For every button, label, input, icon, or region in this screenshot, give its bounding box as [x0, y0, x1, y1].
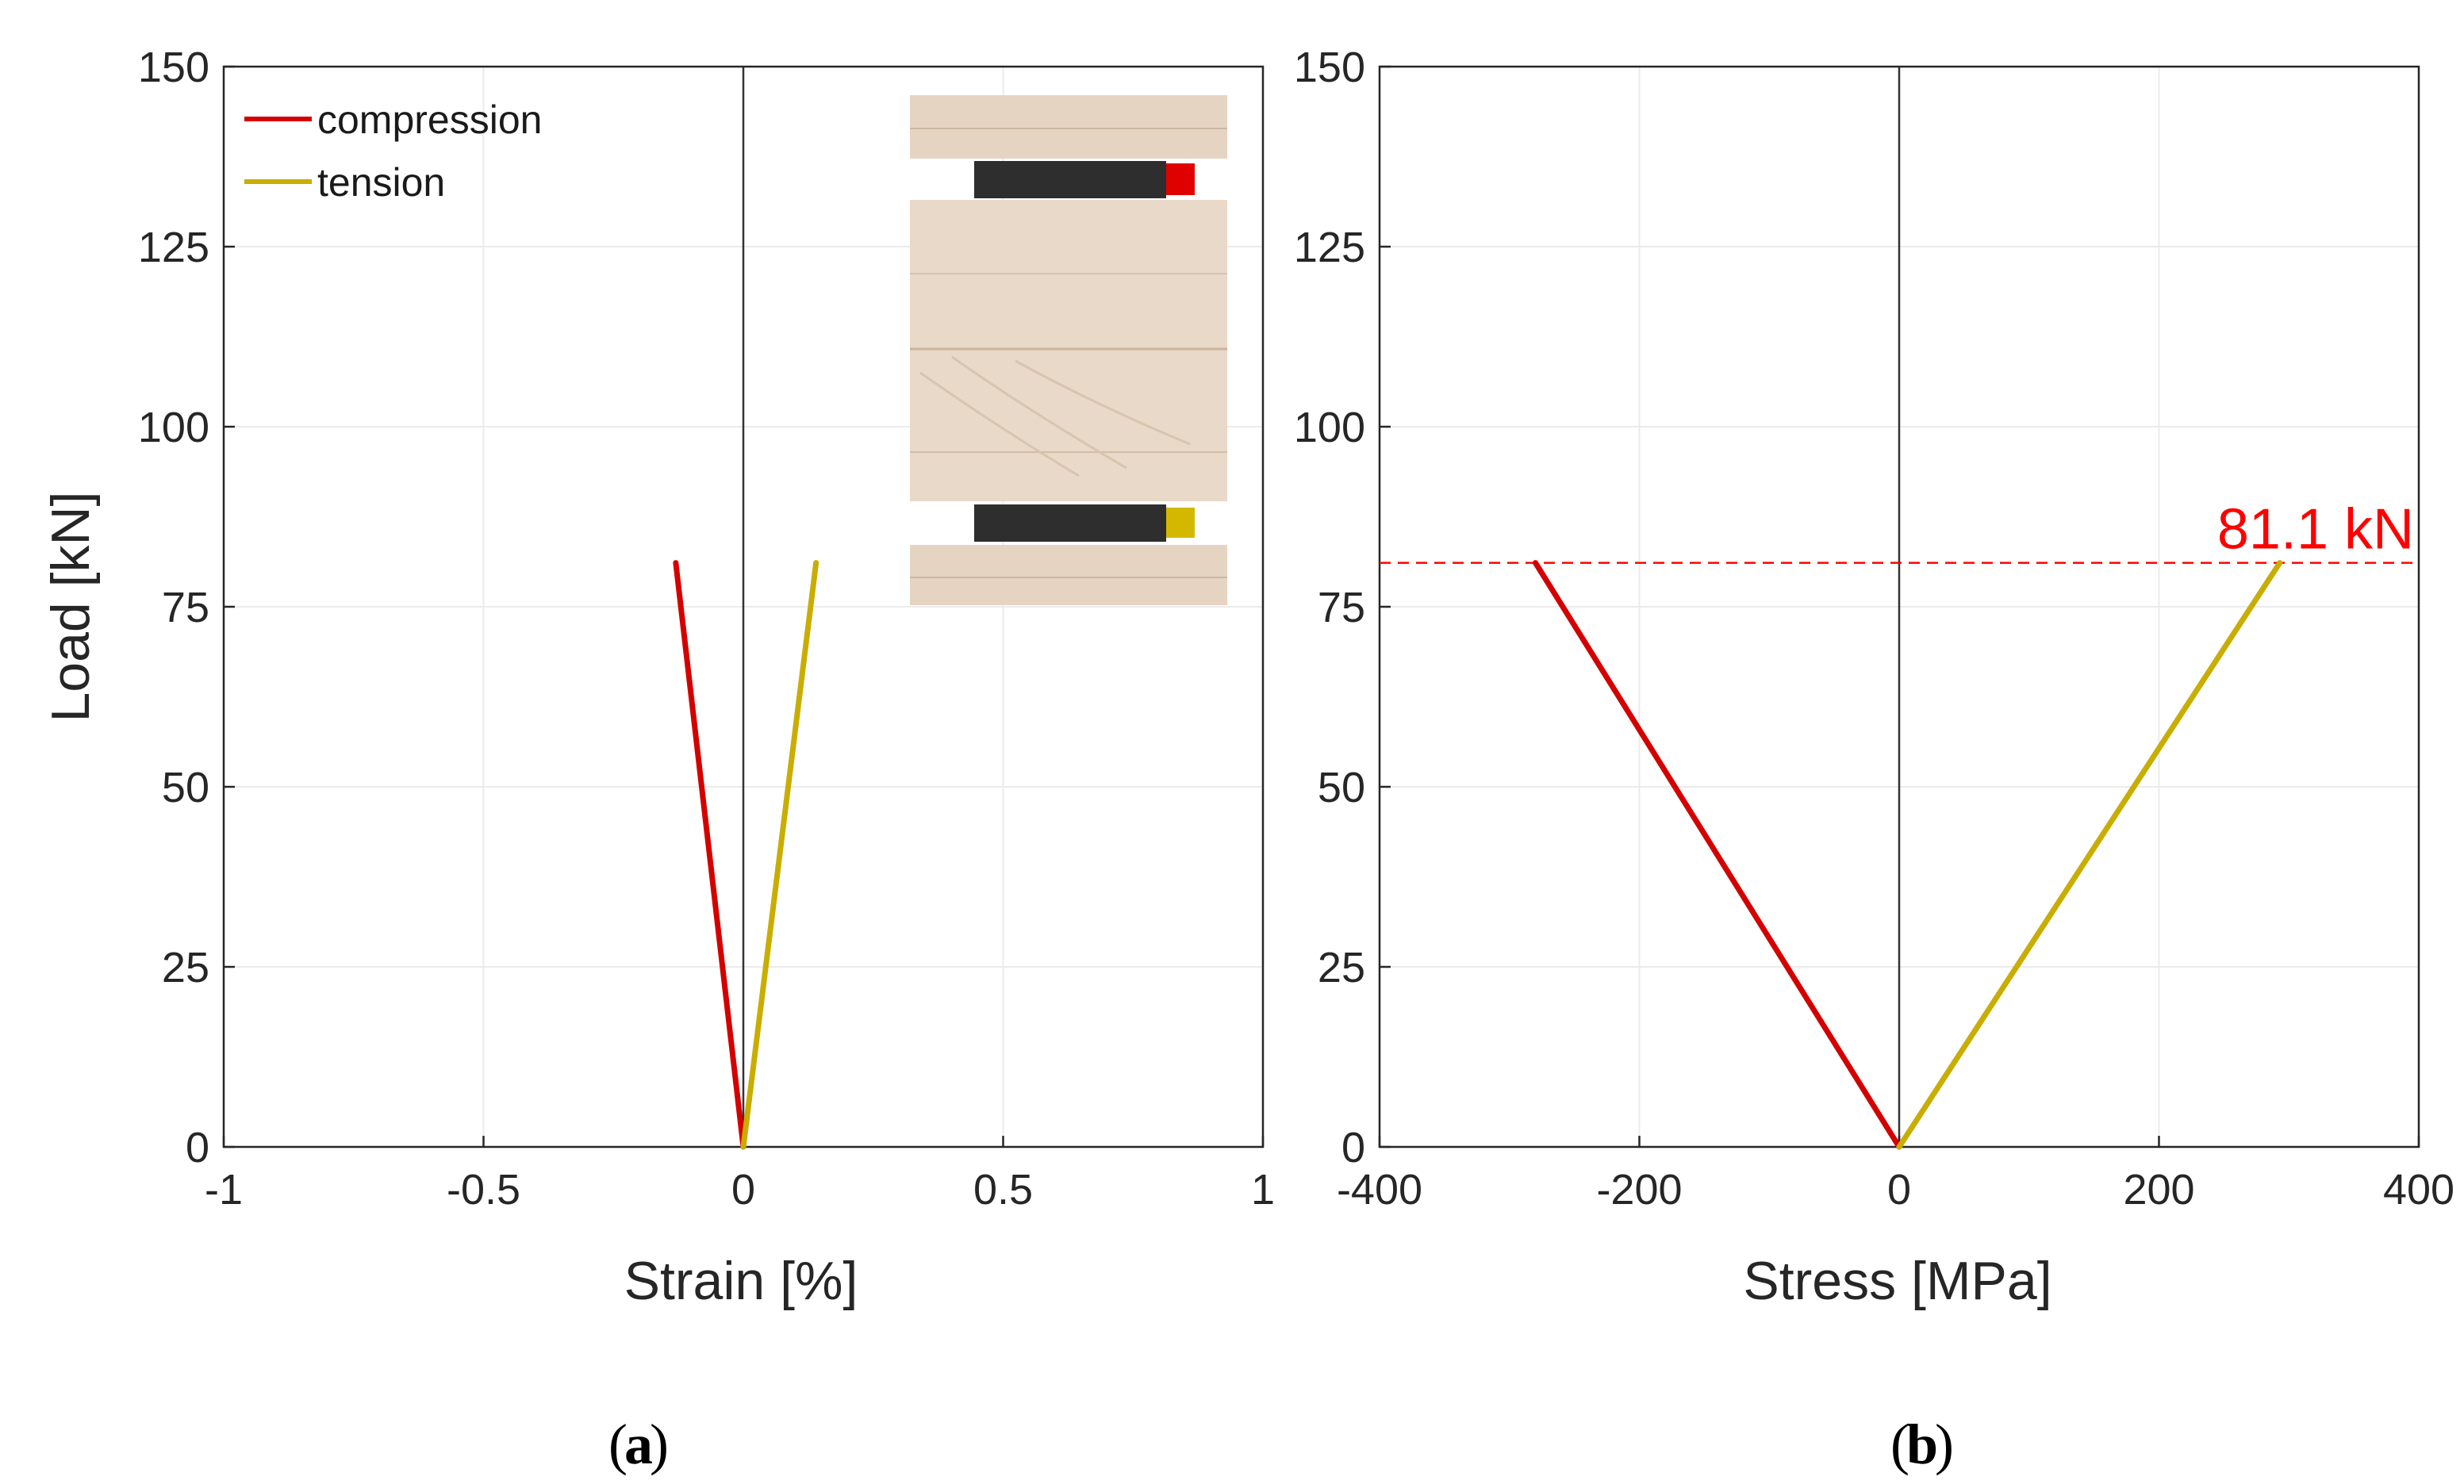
panel-a-chart: -1 -0.5 0 0.5 1 0 25 50 75 100 125 150 compression… [40, 44, 1275, 1311]
series-tension [740, 560, 819, 1150]
inset-adhesive-top [974, 161, 1166, 198]
max-load-label: 81.1 kN [2217, 498, 2414, 562]
y-tick-label: 125 [138, 224, 209, 271]
panel-a-y-axis-label: Load [kN] [40, 491, 101, 722]
y-tick-label: 150 [138, 44, 209, 91]
panel-a-caption-close: ) [650, 1413, 669, 1476]
panel-a-y-ticks: 0 25 50 75 100 125 150 [138, 44, 235, 1171]
y-tick-label: 50 [1318, 764, 1365, 811]
x-tick-label: 200 [2123, 1166, 2194, 1214]
y-tick-label: 25 [162, 944, 209, 991]
series-tension [1896, 560, 2283, 1150]
x-tick-label: 0 [1887, 1166, 1911, 1214]
y-tick-label: 150 [1294, 44, 1365, 91]
y-tick-label: 0 [1341, 1124, 1365, 1171]
x-tick-label: -1 [205, 1166, 243, 1214]
inset-board-core [910, 200, 1227, 501]
y-tick-label: 50 [162, 764, 209, 811]
y-tick-label: 75 [1318, 584, 1365, 631]
y-tick-label: 25 [1318, 944, 1365, 991]
legend-compression-label: compression [317, 98, 542, 142]
panel-b-caption-open: ( [1890, 1413, 1909, 1476]
panel-b-caption: ( b ) [1890, 1413, 1954, 1476]
panel-b-y-ticks: 0 25 50 75 100 125 150 [1294, 44, 1391, 1171]
panel-a-series [673, 560, 819, 1150]
y-tick-label: 0 [186, 1124, 209, 1171]
panel-a-x-ticks: -1 -0.5 0 0.5 1 [205, 1136, 1275, 1214]
panel-b-series [1533, 560, 2283, 1150]
y-tick-label: 100 [138, 404, 209, 451]
x-tick-label: 1 [1251, 1166, 1275, 1214]
inset-gauge-tension [1166, 508, 1195, 538]
x-tick-label: 0.5 [973, 1166, 1033, 1214]
y-tick-label: 100 [1294, 404, 1365, 451]
inset-board-bottom [910, 545, 1227, 605]
inset-core-rings [919, 355, 1191, 477]
panel-b-x-ticks: -400 -200 0 200 400 [1337, 1136, 2454, 1214]
panel-b-annotation: 81.1 kN [1380, 498, 2419, 564]
y-tick-label: 125 [1294, 224, 1365, 271]
panel-b-x-axis-label: Stress [MPa] [1743, 1251, 2051, 1311]
x-tick-label: -0.5 [447, 1166, 520, 1214]
x-tick-label: 0 [731, 1166, 755, 1214]
panel-b-caption-letter: b [1906, 1413, 1938, 1476]
series-compression [1533, 560, 1902, 1150]
x-tick-label: -400 [1337, 1166, 1422, 1214]
panel-a-legend: compression tension [244, 98, 542, 205]
panel-b-caption-close: ) [1935, 1413, 1954, 1476]
inset-adhesive-bottom [974, 504, 1166, 542]
panel-b-chart: -400 -200 0 200 400 0 25 50 75 100 125 150 81.1 kN… [1294, 44, 2454, 1311]
specimen-inset [910, 95, 1227, 605]
legend-tension-label: tension [317, 160, 445, 205]
y-tick-label: 75 [162, 584, 209, 631]
panel-a-caption-open: ( [608, 1413, 628, 1476]
x-tick-label: -200 [1596, 1166, 1682, 1214]
x-tick-label: 400 [2383, 1166, 2454, 1214]
series-compression [673, 560, 746, 1150]
inset-board-top [910, 95, 1227, 159]
inset-gauge-compression [1166, 163, 1195, 195]
panel-a-caption-letter: a [624, 1413, 653, 1476]
panel-a-x-axis-label: Strain [%] [624, 1251, 858, 1311]
panel-a-caption: ( a ) [608, 1413, 669, 1476]
